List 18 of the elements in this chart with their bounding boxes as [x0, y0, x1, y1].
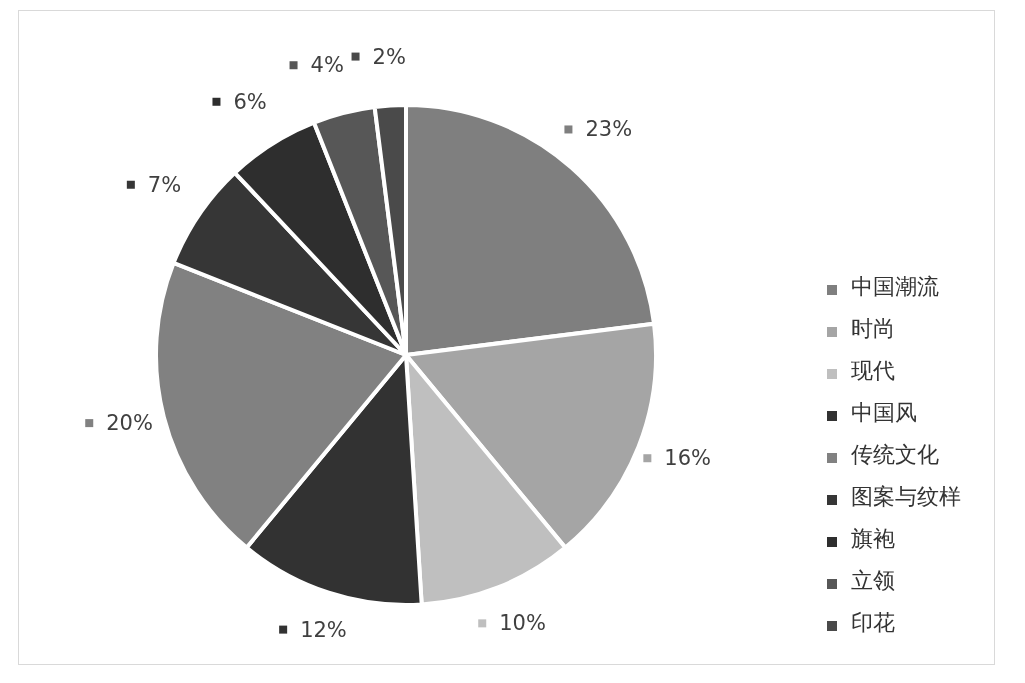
legend-label: 立领	[851, 568, 895, 593]
data-label: 16%	[664, 446, 712, 471]
legend-label: 旗袍	[851, 526, 895, 551]
data-label: 2%	[372, 44, 406, 69]
data-label: 12%	[300, 617, 347, 642]
legend-label: 现代	[851, 358, 895, 383]
legend-label: 中国风	[851, 400, 917, 425]
legend-label: 图案与纹样	[851, 484, 961, 509]
legend-label: 传统文化	[851, 442, 939, 467]
data-label: 4%	[310, 53, 344, 78]
data-label: 23%	[585, 117, 633, 142]
data-label: 7%	[147, 172, 182, 197]
legend-label: 时尚	[851, 316, 895, 341]
legend-label: 印花	[851, 610, 895, 635]
data-label: 6%	[233, 89, 267, 114]
legend-label: 中国潮流	[851, 274, 939, 299]
data-label: 20%	[106, 411, 153, 436]
data-label: 10%	[499, 611, 546, 636]
